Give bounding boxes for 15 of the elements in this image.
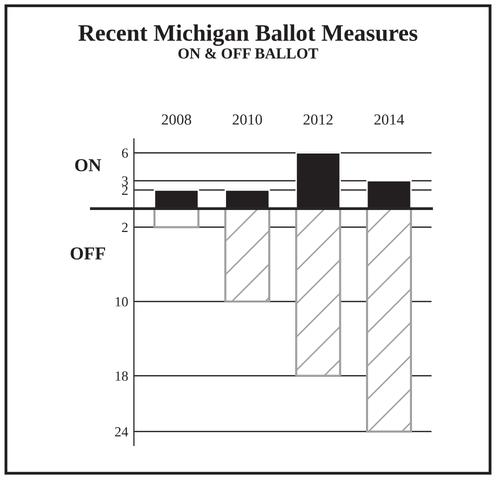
- y-tick-label: 18: [116, 371, 128, 381]
- text: ON: [75, 159, 102, 172]
- y-tick-label: 2: [122, 222, 128, 232]
- x-tick-label: 2010: [232, 114, 262, 125]
- x-tick-label: 2008: [162, 114, 192, 125]
- y-tick-label: 2: [122, 186, 128, 195]
- y-tick-label: 6: [122, 148, 128, 158]
- y-tick-label: 24: [115, 427, 128, 436]
- chart-subtitle: ON & OFF BALLOT: [178, 48, 318, 59]
- y-tick-label: 10: [116, 297, 128, 306]
- y-tick-label: 3: [122, 176, 128, 186]
- chart-title: Recent Michigan Ballot Measures: [78, 24, 418, 46]
- x-tick-label: 2012: [304, 114, 333, 125]
- text: OFF: [70, 247, 106, 260]
- x-tick-label: 2014: [374, 114, 404, 125]
